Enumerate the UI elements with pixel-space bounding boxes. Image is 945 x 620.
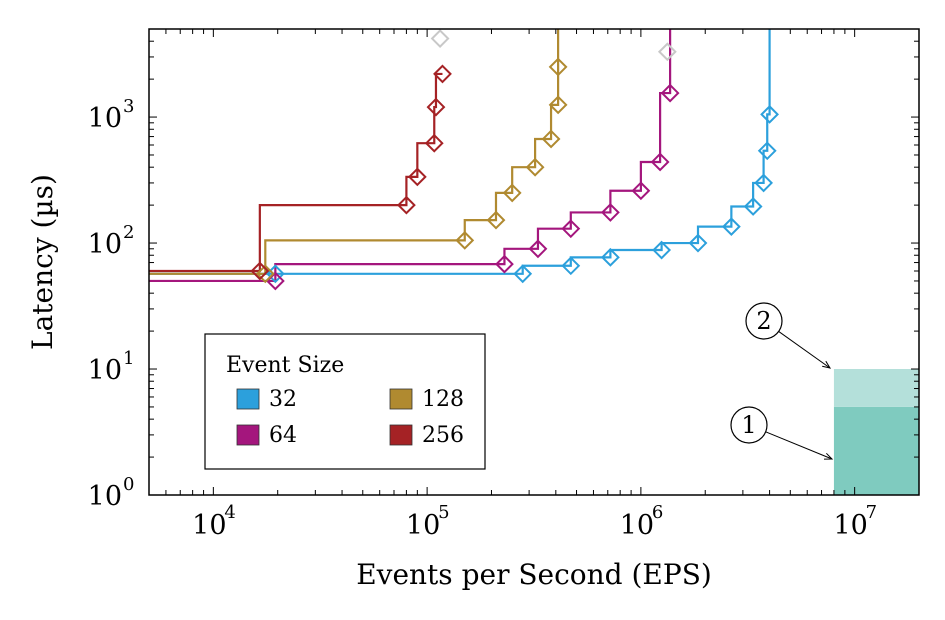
data-point-64: [495, 254, 514, 274]
faded-marker: [430, 29, 450, 48]
x-tick-label: 10: [620, 510, 654, 541]
data-point-128: [525, 157, 545, 177]
y-tick-label: 10: [88, 229, 122, 260]
y-tick-exponent: 3: [123, 96, 134, 117]
callout-circle-2: [745, 302, 783, 340]
data-point-256: [407, 167, 427, 187]
data-point-256: [396, 195, 416, 215]
y-tick-label: 10: [88, 481, 122, 512]
legend-swatch-32: [236, 388, 260, 410]
legend-swatch-256: [389, 424, 413, 446]
x-tick-label: 10: [833, 510, 867, 541]
data-point-256: [424, 133, 444, 153]
y-tick-exponent: 2: [123, 222, 134, 243]
axis-ticks: [148, 28, 920, 496]
y-axis-label: Latency (µs): [26, 174, 59, 350]
y-tick-exponent: 0: [123, 474, 134, 495]
annotations: 12: [730, 302, 834, 460]
x-tick-exponent: 4: [224, 502, 235, 523]
x-tick-label: 10: [406, 510, 440, 541]
callout-circle-1: [730, 406, 768, 444]
y-tick-label: 10: [88, 103, 122, 134]
x-tick-label: 10: [192, 510, 226, 541]
series-markers: [250, 29, 779, 291]
callout-arrowhead-1: [823, 452, 834, 460]
data-point-32: [760, 104, 779, 124]
data-point-128: [455, 230, 475, 250]
legend-label-256: 256: [422, 423, 464, 448]
data-point-64: [600, 203, 620, 222]
highlight-regions: [833, 369, 919, 495]
data-point-64: [631, 181, 651, 201]
y-tick-exponent: 1: [123, 348, 134, 369]
legend-swatch-128: [389, 388, 413, 410]
highlight-region-1: [833, 406, 919, 495]
x-tick-exponent: 5: [438, 502, 449, 523]
data-point-32: [688, 233, 708, 253]
data-point-256: [426, 97, 446, 117]
data-point-32: [652, 240, 672, 260]
data-point-128: [548, 57, 568, 77]
data-point-64: [660, 83, 680, 103]
callout-arrowhead-2: [822, 360, 832, 369]
data-point-256: [433, 64, 452, 84]
faded-marker: [657, 42, 677, 62]
data-point-128: [255, 264, 275, 284]
data-point-64: [650, 152, 670, 172]
data-point-256: [250, 261, 270, 281]
data-point-32: [754, 173, 774, 193]
x-axis-label: Events per Second (EPS): [356, 558, 712, 591]
legend-title: Event Size: [226, 353, 344, 378]
legend-label-128: 128: [422, 387, 464, 412]
y-tick-label: 10: [88, 355, 122, 386]
data-point-64: [561, 219, 581, 239]
data-point-32: [721, 217, 741, 237]
series-line-128: [149, 29, 560, 275]
callout-label-2: 2: [756, 307, 771, 335]
data-point-128: [548, 95, 568, 115]
data-point-128: [541, 129, 561, 149]
data-point-32: [513, 264, 533, 284]
highlight-region-2: [833, 369, 919, 407]
x-tick-exponent: 7: [866, 502, 877, 523]
legend-label-32: 32: [269, 387, 297, 412]
x-tick-exponent: 6: [652, 502, 663, 523]
legend: Event Size 32 128 64 256: [204, 333, 486, 470]
legend-swatch-64: [236, 424, 260, 446]
callout-arrow-1: [765, 431, 833, 460]
data-point-32: [757, 141, 777, 161]
data-point-128: [486, 210, 506, 230]
legend-label-64: 64: [269, 423, 297, 448]
plot-frame: [148, 28, 920, 496]
callout-label-1: 1: [741, 411, 756, 439]
data-point-64: [528, 239, 548, 259]
data-point-32: [743, 197, 763, 216]
series-line-64: [149, 29, 672, 283]
data-point-32: [600, 247, 620, 267]
series-line-256: [149, 72, 443, 273]
data-point-32: [561, 256, 581, 276]
data-point-128: [502, 183, 522, 203]
callout-arrow-2: [778, 331, 831, 369]
